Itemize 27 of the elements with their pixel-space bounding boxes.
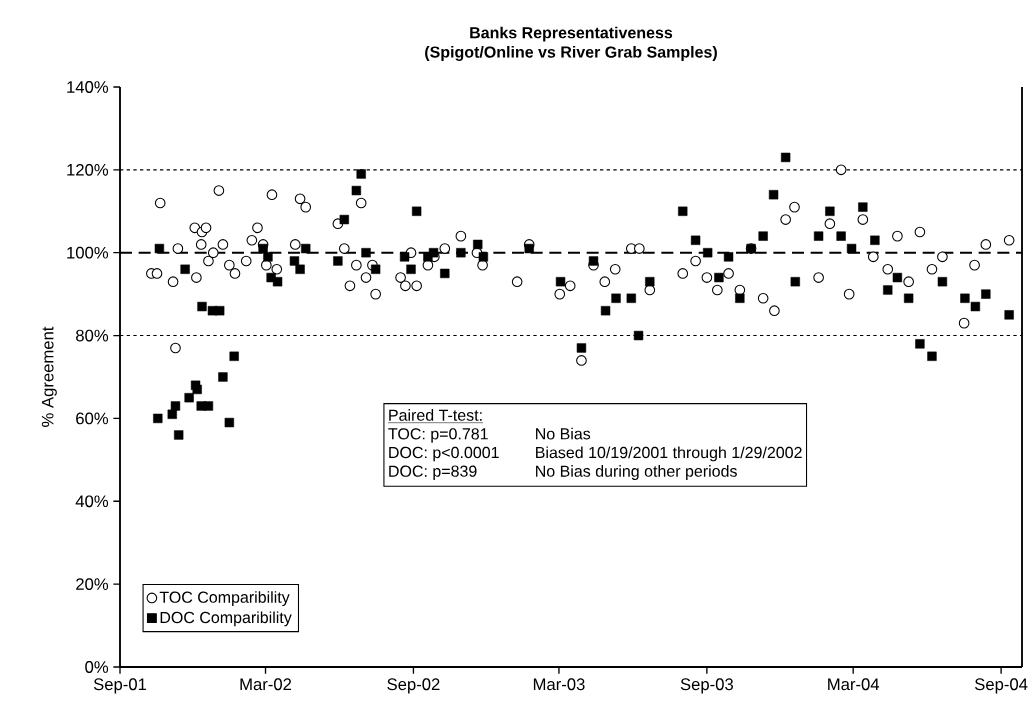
y-tick-label: 80% [76,329,109,342]
annotation: DOC: p<0.0001 [389,446,499,462]
legend-label: TOC Comparibility [159,591,290,607]
y-tick-label: 40% [75,495,109,508]
annotation: TOC: p=0.781 [388,428,488,443]
annotation: Paired T-test: [389,409,482,421]
x-tick-label: Sep-03 [680,678,733,694]
y-axis-title: % Agreement [41,326,57,427]
y-tick-label: 140% [67,81,109,93]
y-tick-label: 120% [67,163,109,176]
annotation: No Bias during other periods [536,465,737,481]
x-tick-label: Mar-02 [240,678,292,691]
legend-label: DOC Comparibility [160,611,292,627]
annotation: No Bias [536,427,591,440]
x-tick-label: Mar-04 [828,678,880,691]
x-tick-label: Mar-03 [533,678,585,691]
y-tick-label: 0% [85,661,109,673]
y-tick-label: 100% [67,246,109,259]
x-tick-label: Sep-02 [387,678,440,694]
chart-title: Banks Representativeness [470,26,673,42]
annotation: DOC: p=839 [389,465,477,481]
x-tick-label: Sep-01 [93,678,147,694]
chart-subtitle: (Spigot/Online vs River Grab Samples) [425,45,717,61]
x-tick-label: Sep-04 [974,678,1028,694]
y-tick-label: 60% [76,412,109,425]
y-tick-label: 20% [76,578,109,591]
annotation: Biased 10/19/2001 through 1/29/2002 [536,446,802,462]
